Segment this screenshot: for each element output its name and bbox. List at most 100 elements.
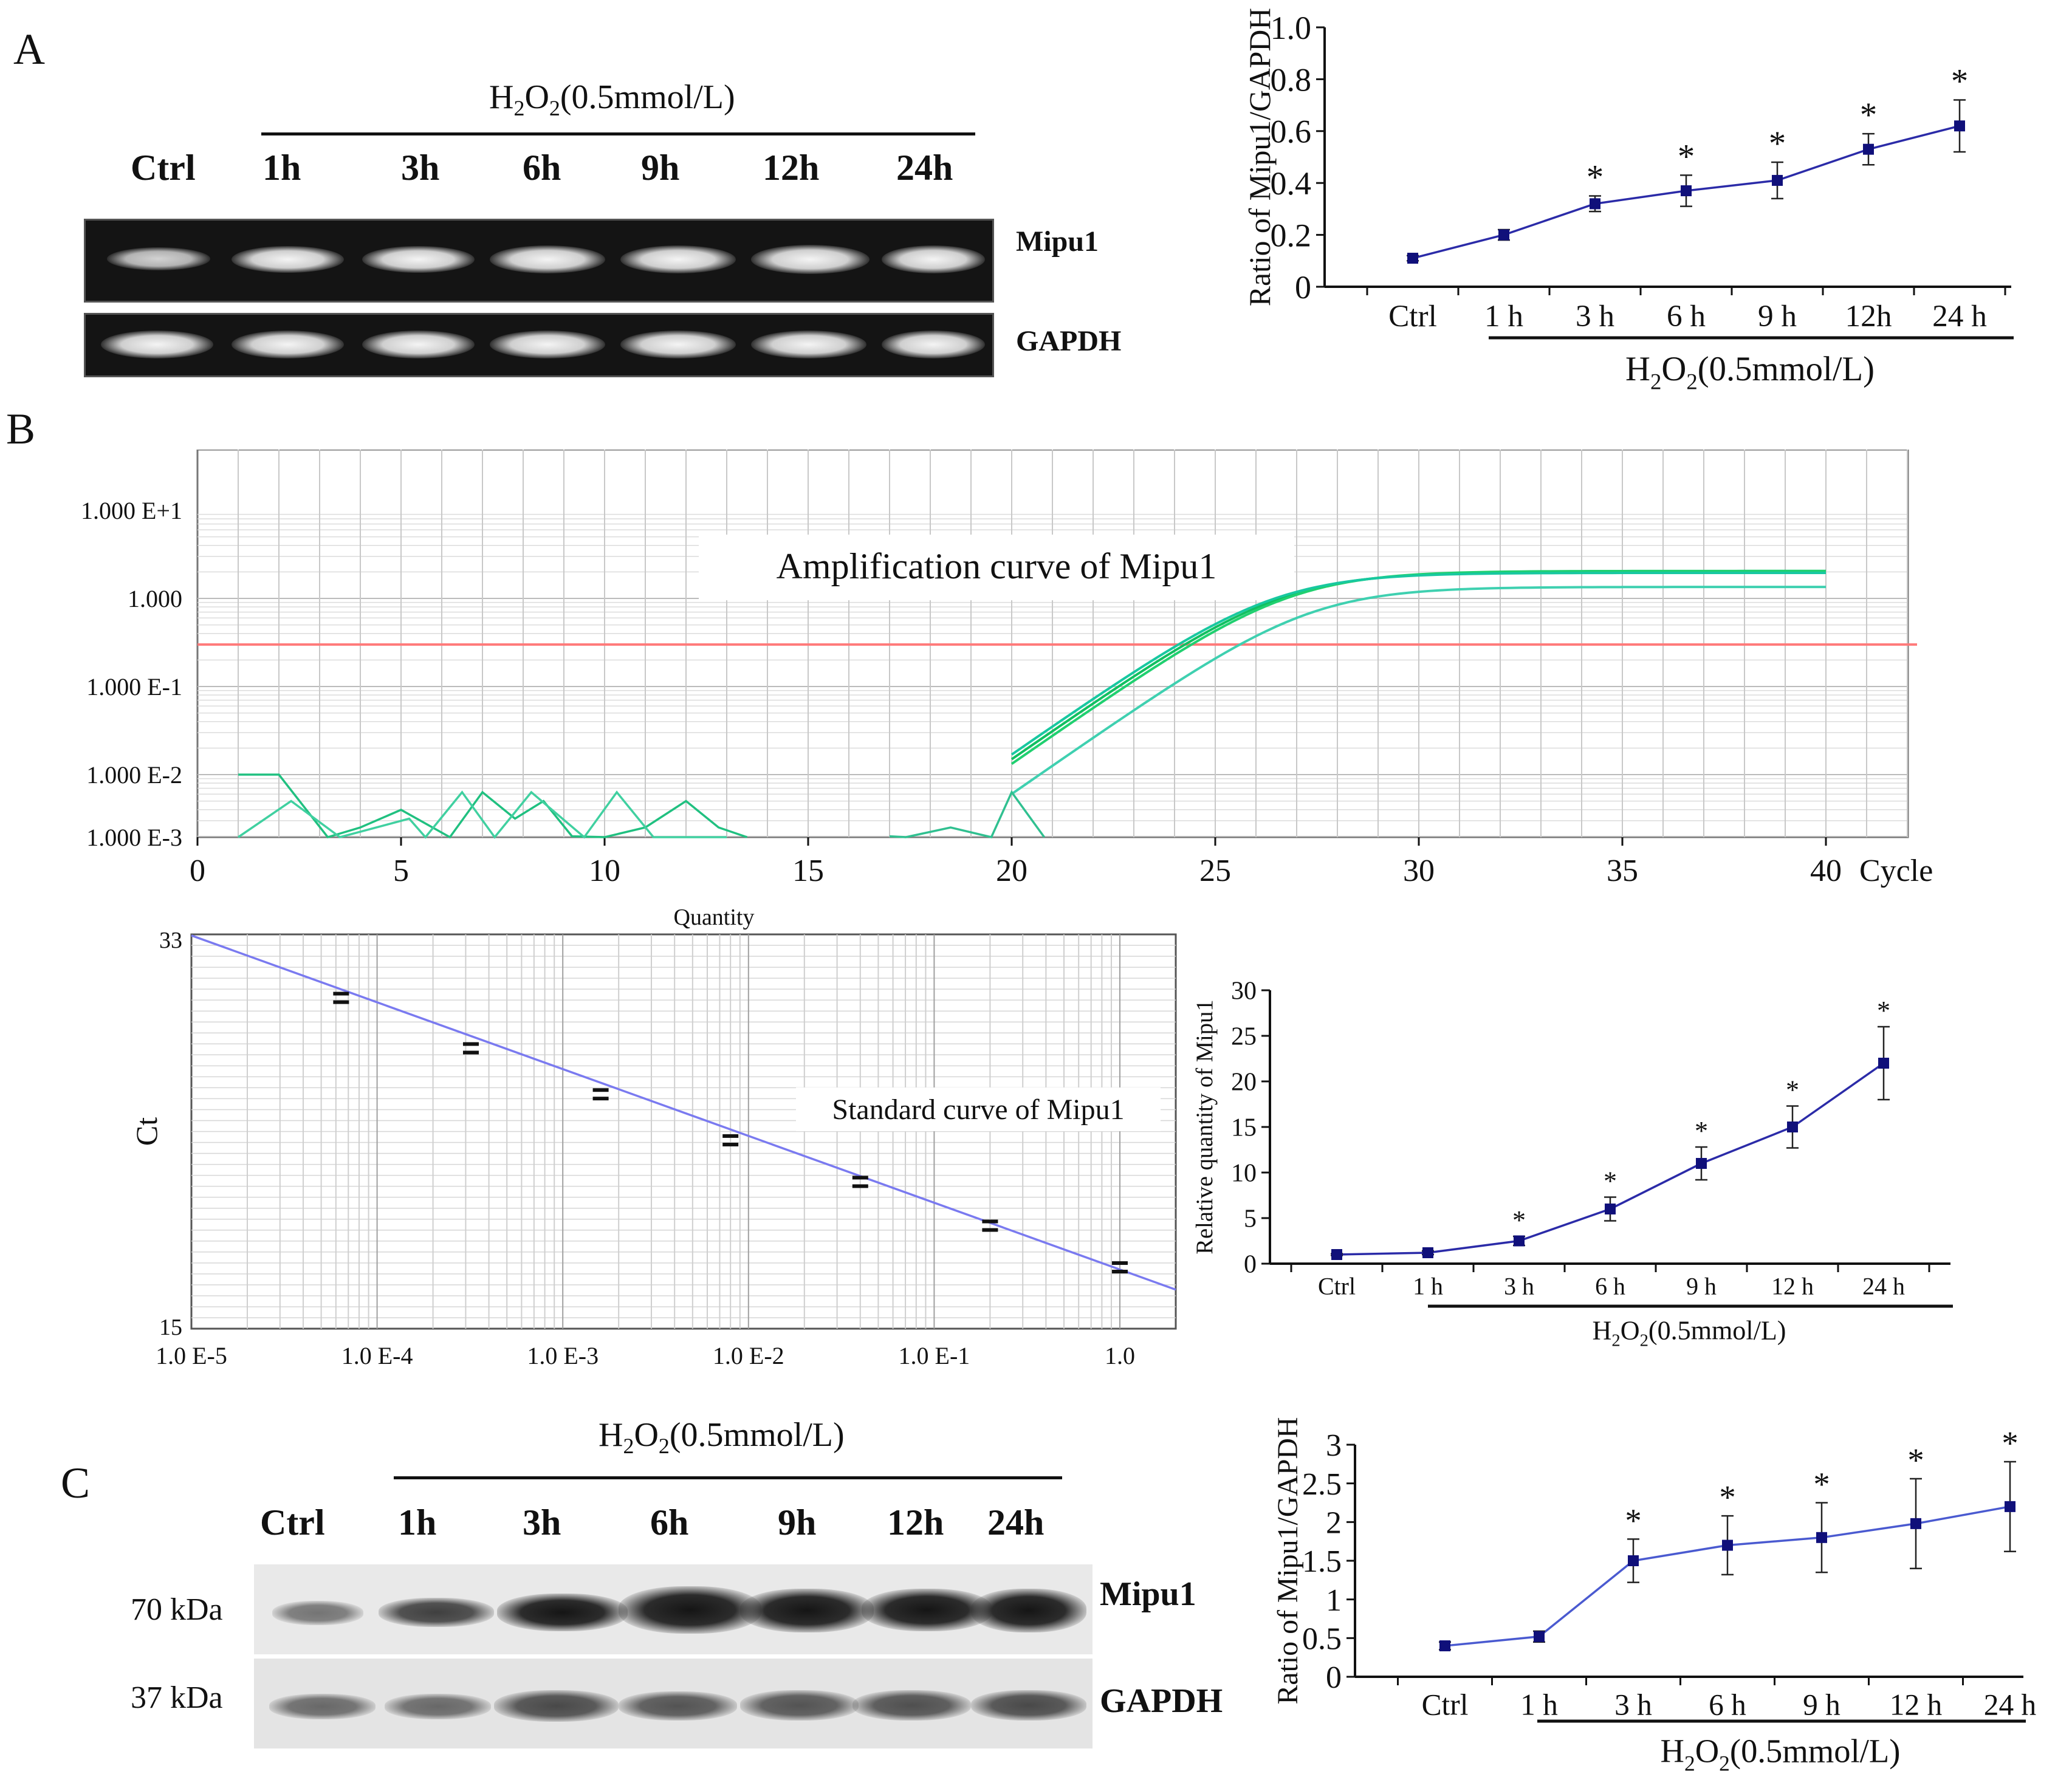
y-tick-label: 2.5 — [1302, 1467, 1342, 1502]
y-tick-label: 1.000 E+1 — [81, 497, 182, 524]
y-tick-label: 0.6 — [1271, 114, 1312, 150]
significance-mark: * — [1813, 1466, 1830, 1503]
x-axis-title: H2O2(0.5mmol/L) — [1661, 1733, 1901, 1776]
x-tick-label: 1.0 E-3 — [527, 1342, 599, 1367]
significance-mark: * — [1625, 1502, 1641, 1539]
significance-mark: * — [1951, 63, 1968, 101]
y-tick-label: 1.000 E-1 — [86, 673, 182, 700]
significance-mark: * — [1769, 125, 1786, 163]
y-tick-label: 1.000 E-2 — [86, 761, 182, 789]
x-tick-label: 40 — [1810, 854, 1842, 888]
data-point — [333, 991, 349, 996]
x-tick-label: 1 h — [1413, 1272, 1443, 1300]
panel-c-gapdh-blot — [254, 1659, 1093, 1748]
data-point — [462, 1050, 479, 1055]
data-point — [592, 1088, 609, 1092]
panel-b-relative-quantity-chart: 0 5 10 15 20 25 30 Ctrl 1 h 3 h 6 h 9 h 12 h 24 h H2O2… — [1192, 978, 1953, 1351]
gel-band — [101, 330, 213, 358]
data-point — [592, 1097, 609, 1101]
gel-band — [362, 246, 475, 273]
data-point — [1514, 1235, 1525, 1247]
y-tick-label: 0.5 — [1302, 1622, 1342, 1657]
significance-mark: * — [1512, 1205, 1526, 1235]
x-tick-label: 12 h — [1771, 1272, 1814, 1300]
title-box — [796, 1087, 1161, 1131]
amplification-series — [1010, 571, 1827, 756]
data-point — [982, 1228, 998, 1232]
gel-band — [751, 245, 870, 274]
y-tick-label: 33 — [159, 928, 182, 953]
x-tick-label: 1.0 E-4 — [341, 1342, 413, 1367]
panel-a-ratio-chart: 0 0.2 0.4 0.6 0.8 1.0 Ctrl 1 h 3 h 6 h 9 h 12h 24 h H… — [1243, 8, 2014, 394]
y-tick-label: 10 — [1231, 1160, 1257, 1188]
panel-a-lane-label: Ctrl — [131, 148, 196, 188]
data-point — [1534, 1631, 1545, 1642]
significance-mark: * — [1877, 996, 1890, 1026]
panel-c-lane-label: 6h — [650, 1502, 689, 1543]
panel-a-lane-label: 6h — [523, 148, 561, 188]
data-point — [722, 1142, 739, 1146]
y-tick-label: 0.8 — [1271, 61, 1312, 98]
x-tick-label: 1.0 — [1105, 1342, 1135, 1367]
gel-band — [620, 330, 736, 358]
x-tick-label: 9 h — [1803, 1688, 1840, 1721]
gel-band — [751, 330, 866, 358]
noise-series — [889, 790, 1046, 839]
blot-band — [272, 1601, 363, 1625]
data-point — [722, 1134, 739, 1138]
blot-band — [971, 1589, 1086, 1632]
panel-c-ratio-chart: 00.5 1 1.52 2.5 3 Ctrl 1 h 3 h 6 h 9 h 12 h 24 h H2O… — [1272, 1417, 2037, 1776]
y-tick-label: 20 — [1231, 1069, 1257, 1097]
significance-mark: * — [1719, 1479, 1735, 1516]
data-point — [1722, 1539, 1733, 1551]
data-point — [1954, 120, 1965, 132]
x-tick-label: 1.0 E-5 — [156, 1342, 227, 1367]
x-tick-label: 6 h — [1667, 299, 1706, 334]
y-tick-label: 30 — [1231, 978, 1257, 1005]
data-point — [333, 1000, 349, 1004]
x-tick-label: 30 — [1403, 854, 1435, 888]
data-point — [462, 1042, 479, 1046]
panel-c-lane-label: 12h — [887, 1502, 944, 1543]
y-tick-label: 0 — [1244, 1251, 1257, 1279]
noise-series — [238, 773, 748, 839]
y-tick-label: 3 — [1326, 1428, 1342, 1463]
y-tick-label: 0.4 — [1271, 165, 1312, 202]
y-tick-label: 2 — [1326, 1506, 1342, 1541]
panel-c-lane-label: 9h — [778, 1502, 817, 1543]
x-axis-title: H2O2(0.5mmol/L) — [1625, 350, 1875, 394]
gel-band — [882, 245, 985, 273]
x-tick-label: 1 h — [1484, 299, 1523, 334]
y-axis-title: Ct — [129, 1117, 163, 1146]
x-tick-label: 6 h — [1709, 1688, 1746, 1721]
x-tick-label: 12h — [1845, 299, 1892, 334]
panel-b-letter: B — [6, 405, 36, 453]
data-point — [852, 1176, 868, 1180]
blot-band — [385, 1694, 491, 1719]
x-tick-label: 35 — [1607, 854, 1638, 888]
significance-mark: * — [1587, 159, 1604, 197]
x-tick-label: 24 h — [1862, 1272, 1905, 1300]
y-axis-title: Ratio of Mipu1/GAPDH — [1272, 1417, 1304, 1705]
y-axis-title: Ratio of Mipu1/GAPDH — [1243, 8, 1277, 306]
y-tick-label: 0 — [1326, 1660, 1342, 1695]
blot-band — [494, 1690, 619, 1722]
data-point — [1863, 143, 1874, 155]
x-axis-title: Quantity — [674, 905, 755, 930]
data-point — [1772, 174, 1783, 186]
x-tick-label: 25 — [1199, 854, 1231, 888]
x-tick-label: 10 — [589, 854, 620, 888]
x-tick-label: 3 h — [1576, 299, 1614, 334]
gel-band — [232, 330, 344, 358]
panel-a-treatment-bar — [261, 132, 975, 135]
x-tick-label: 3 h — [1504, 1272, 1534, 1300]
data-point — [1331, 1249, 1342, 1260]
data-point — [1681, 185, 1692, 197]
y-tick-label: 25 — [1231, 1023, 1257, 1051]
panel-a-lane-label: 9h — [641, 148, 680, 188]
y-tick-label: 1.5 — [1302, 1544, 1342, 1579]
panel-c-lane-label: 1h — [398, 1502, 437, 1543]
panel-c-lane-label: 24h — [987, 1502, 1045, 1543]
x-tick-label: 24 h — [1932, 299, 1987, 334]
x-tick-label: 15 — [792, 854, 824, 888]
